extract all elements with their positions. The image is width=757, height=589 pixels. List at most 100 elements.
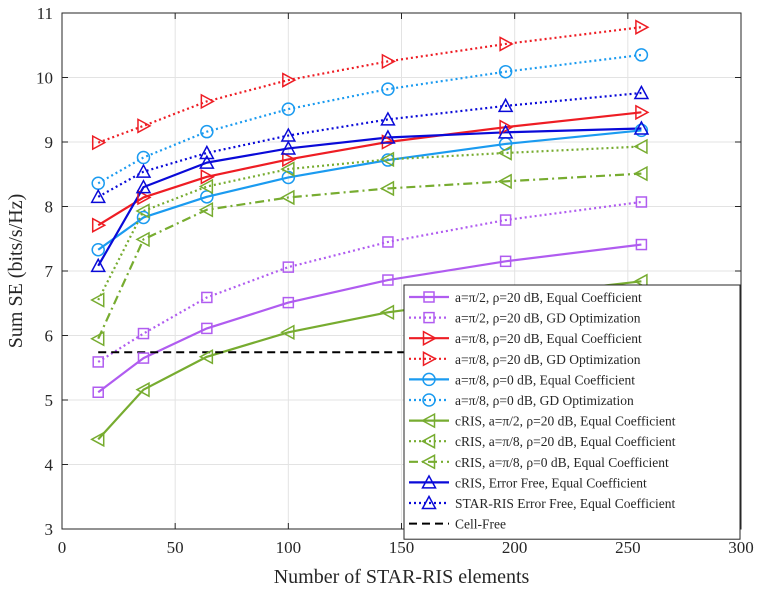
series-6-marker [381, 82, 395, 96]
legend-label: cRIS, Error Free, Equal Coefficient [455, 475, 647, 490]
series-1-marker [201, 322, 213, 335]
series-11-marker [90, 188, 106, 204]
series-line-10 [97, 127, 642, 267]
series-10-marker [497, 124, 514, 139]
legend-marker-sample [420, 412, 436, 429]
series-4-marker [282, 72, 297, 88]
y-tick-label: 4 [45, 456, 54, 475]
series-markers [90, 19, 650, 448]
series-3-marker [635, 104, 650, 121]
legend-entry-cris-error-free-equal-coefficient: cRIS, Error Free, Equal Coefficient [409, 474, 647, 490]
legend-label: a=π/8, ρ=20 dB, Equal Coefficient [455, 331, 642, 346]
series-2-marker [92, 356, 104, 368]
legend-label: cRIS, a=π/8, ρ=20 dB, Equal Coefficient [455, 434, 676, 449]
series-line-4 [97, 26, 642, 144]
series-11-marker [633, 84, 650, 100]
y-tick-label: 3 [45, 520, 54, 539]
series-4-marker [137, 118, 152, 134]
legend-entry-cris-a-2-20-db-equal-coefficient: cRIS, a=π/2, ρ=20 dB, Equal Coefficient [409, 412, 676, 429]
series-7-marker [198, 349, 214, 365]
x-tick-label: 0 [58, 538, 67, 557]
series-2-marker [635, 196, 648, 208]
series-10-marker [633, 120, 650, 135]
series-1-marker [382, 274, 394, 286]
y-tick-label: 5 [45, 391, 54, 410]
series-1-marker [635, 238, 648, 251]
y-tick-label: 7 [45, 262, 54, 281]
legend-label: STAR-RIS Error Free, Equal Coefficient [455, 496, 675, 511]
series-10-marker [90, 257, 106, 273]
series-6-marker [634, 48, 649, 62]
series-2-marker [499, 214, 512, 226]
series-4-marker [499, 36, 514, 52]
legend-entry-cris-a-8-0-db-equal-coefficient: cRIS, a=π/8, ρ=0 dB, Equal Coefficient [409, 454, 669, 470]
series-4-marker [635, 19, 650, 35]
series-8-marker [497, 145, 512, 161]
legend-entry-a-8-0-db-gd-optimization: a=π/8, ρ=0 dB, GD Optimization [409, 393, 634, 408]
series-8-marker [280, 161, 295, 177]
series-1-marker [92, 386, 104, 399]
legend-marker-sample [422, 351, 438, 367]
series-8-marker [135, 203, 150, 219]
series-2-marker [282, 261, 295, 273]
series-10-marker [135, 179, 152, 194]
series-line-2 [97, 200, 642, 363]
series-8-marker [90, 292, 105, 308]
series-6-marker [136, 150, 151, 165]
y-tick-label: 6 [45, 327, 54, 346]
series-4-marker [200, 93, 215, 110]
series-9-marker [280, 189, 295, 206]
series-9-marker [198, 201, 214, 218]
series-line-6 [97, 53, 642, 185]
legend-marker-sample [420, 454, 436, 470]
series-2-marker [201, 291, 213, 304]
series-3-marker [499, 119, 514, 135]
series-11-marker [497, 97, 514, 113]
series-7-marker [280, 324, 295, 341]
series-8-marker [379, 151, 395, 168]
legend-label: a=π/2, ρ=20 dB, GD Optimization [455, 311, 641, 326]
y-axis-label: Sum SE (bits/s/Hz) [5, 194, 27, 348]
legend-entry-cris-a-8-20-db-equal-coefficient: cRIS, a=π/8, ρ=20 dB, Equal Coefficient [409, 433, 676, 449]
series-4-marker [91, 134, 107, 151]
legend-marker-sample [421, 494, 437, 510]
x-tick-label: 50 [167, 538, 184, 557]
series-9-marker [633, 165, 648, 182]
series-7-marker [379, 304, 395, 321]
y-tick-label: 11 [37, 4, 53, 23]
series-1-marker [499, 255, 512, 268]
legend-label: a=π/8, ρ=0 dB, GD Optimization [455, 393, 634, 408]
series-5-marker [91, 242, 105, 257]
grid [61, 12, 742, 530]
legend-label: a=π/2, ρ=20 dB, Equal Coefficient [455, 290, 642, 305]
series-4-marker [381, 53, 396, 70]
series-9-marker [135, 231, 150, 248]
series-8-marker [198, 178, 214, 195]
series-line-8 [97, 145, 642, 301]
series-line-1 [97, 243, 642, 394]
series-1-marker [137, 352, 150, 364]
x-tick-label: 250 [615, 538, 641, 557]
series-6-marker [281, 102, 296, 116]
legend: a=π/2, ρ=20 dB, Equal Coefficient a=π/2, … [403, 284, 741, 540]
series-1-marker [282, 296, 295, 309]
x-tick-label: 200 [502, 538, 528, 557]
legend-entry-a-2-20-db-gd-optimization: a=π/2, ρ=20 dB, GD Optimization [409, 311, 641, 326]
series-line-5 [97, 129, 642, 251]
legend-marker-sample [422, 393, 436, 407]
series-3-marker [200, 169, 215, 185]
legend-entry-a-8-0-db-equal-coefficient: a=π/8, ρ=0 dB, Equal Coefficient [409, 372, 635, 387]
x-tick-label: 150 [389, 538, 415, 557]
y-tick-label: 10 [36, 69, 53, 88]
series-6-marker [200, 124, 214, 139]
series-10-marker [380, 129, 396, 144]
legend-box [403, 284, 741, 540]
series-2-marker [137, 327, 150, 340]
series-line-9 [97, 172, 642, 340]
series-9-marker [379, 180, 395, 197]
series-11-marker [135, 163, 152, 178]
legend-marker-sample [420, 433, 436, 449]
legend-entry-cell-free: Cell-Free [409, 517, 506, 532]
legend-label: a=π/8, ρ=20 dB, GD Optimization [455, 352, 641, 367]
legend-entry-a-8-20-db-equal-coefficient: a=π/8, ρ=20 dB, Equal Coefficient [409, 330, 642, 346]
